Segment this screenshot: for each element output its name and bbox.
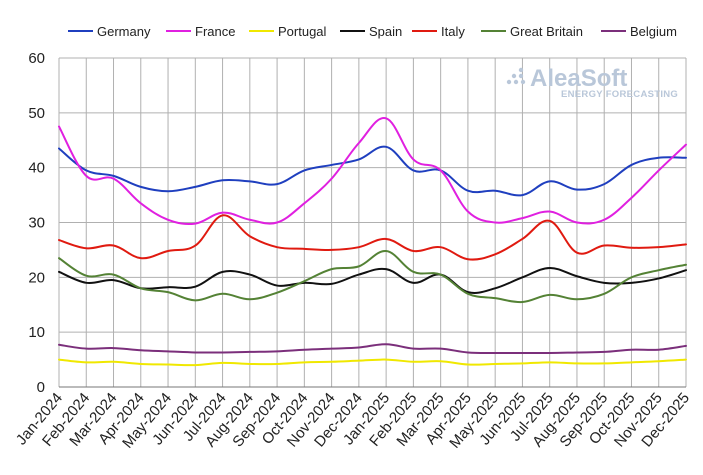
logo-dot xyxy=(520,79,526,85)
legend-item-france: France xyxy=(166,24,235,39)
series-line-portugal xyxy=(58,358,687,367)
y-tick-label: 60 xyxy=(28,50,45,67)
logo-dot xyxy=(513,79,519,85)
legend-item-portugal: Portugal xyxy=(249,24,327,39)
watermark-brand: AleaSoft xyxy=(530,65,627,92)
grid xyxy=(58,57,687,388)
y-tick-label: 40 xyxy=(28,160,45,177)
x-axis: Jan-2024Feb-2024Mar-2024Apr-2024May-2024… xyxy=(13,390,693,452)
watermark-tagline: ENERGY FORECASTING xyxy=(561,89,678,100)
legend-item-great-britain: Great Britain xyxy=(481,24,583,39)
series-line-belgium xyxy=(58,343,687,355)
legend-item-italy: Italy xyxy=(412,24,465,39)
logo-dot xyxy=(506,79,512,85)
y-tick-label: 50 xyxy=(28,105,45,122)
series-line-great-britain xyxy=(58,250,687,304)
legend: Germany France Portugal Spain Italy Great Bri… xyxy=(68,24,677,39)
legend-label: Portugal xyxy=(278,24,327,39)
series-line-spain xyxy=(58,267,687,294)
legend-item-belgium: Belgium xyxy=(601,24,677,39)
legend-label: Belgium xyxy=(630,24,677,39)
legend-label: Germany xyxy=(97,24,151,39)
legend-label: Italy xyxy=(441,24,465,39)
series-line-germany xyxy=(58,145,687,197)
legend-label: Great Britain xyxy=(510,24,583,39)
logo-dot xyxy=(518,73,524,79)
y-tick-label: 10 xyxy=(28,324,45,341)
logo-dot xyxy=(511,73,517,79)
legend-item-spain: Spain xyxy=(340,24,402,39)
watermark-logo: AleaSoft ENERGY FORECASTING xyxy=(506,65,678,100)
legend-item-germany: Germany xyxy=(68,24,151,39)
logo-dot xyxy=(518,67,524,73)
series-lines xyxy=(58,117,687,367)
legend-label: France xyxy=(195,24,235,39)
y-axis: 0 10 20 30 40 50 60 xyxy=(28,50,45,396)
y-tick-label: 0 xyxy=(37,379,45,396)
y-tick-label: 30 xyxy=(28,215,45,232)
series-line-italy xyxy=(58,214,687,261)
y-tick-label: 20 xyxy=(28,269,45,286)
series-line-france xyxy=(58,117,687,226)
legend-label: Spain xyxy=(369,24,402,39)
